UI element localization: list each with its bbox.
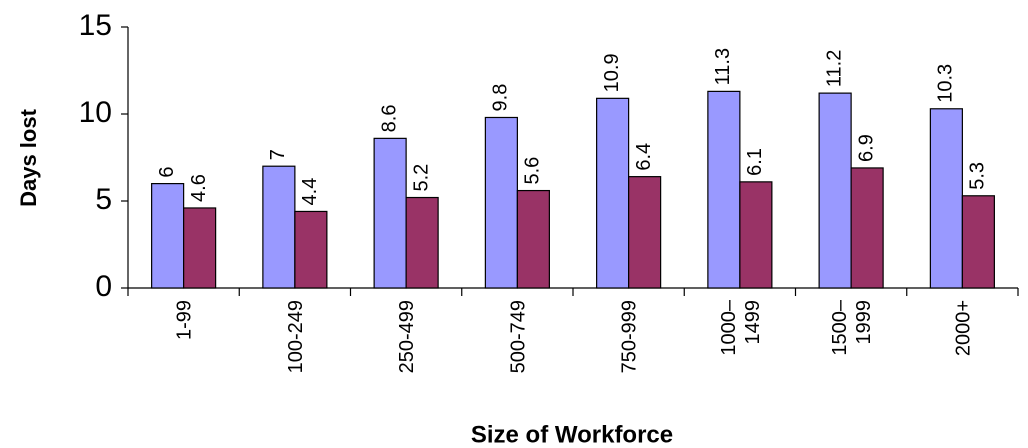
x-tick-label: 1-99 [174,300,196,340]
y-tick-label: 10 [79,96,112,129]
bar [484,116,518,289]
value-label: 6.4 [633,143,655,171]
bar [262,165,296,289]
y-axis-title: Days lost [16,108,41,206]
x-tick-label: 750-999 [619,300,641,373]
value-label: 5.2 [410,164,432,192]
x-tick-label: 100-249 [285,300,307,373]
value-label: 6.1 [744,148,766,176]
y-tick-label: 15 [79,9,112,42]
bar [707,90,741,289]
value-label: 7 [267,149,289,160]
value-label: 10.3 [935,64,957,103]
bar [818,92,852,289]
bar [961,195,995,289]
bar [739,181,773,289]
value-label: 11.2 [823,50,845,87]
bar [294,210,328,289]
x-tick-label: 2000+ [952,300,974,356]
bar [929,108,963,289]
value-label: 10.9 [601,53,623,92]
x-axis-title: Size of Workforce [471,421,673,448]
bar [596,97,630,289]
x-tick-label: 500-749 [507,300,529,373]
bar [850,167,884,289]
value-label: 5.3 [967,162,989,190]
bar [628,176,662,289]
x-tick-label: 1000– 1499 [718,299,764,355]
bar [151,183,185,289]
bar [183,207,217,289]
value-label: 8.6 [378,105,400,133]
value-label: 4.4 [299,178,321,206]
value-label: 5.6 [522,157,544,185]
y-tick-label: 5 [95,183,112,216]
bar [373,137,407,289]
value-label: 6 [156,166,178,177]
value-label: 4.6 [188,174,210,202]
x-tick-label: 1500– 1999 [829,299,875,355]
y-tick-label: 0 [95,270,112,303]
value-label: 6.9 [855,134,877,162]
bar [405,196,439,289]
value-label: 11.3 [712,48,734,85]
value-label: 9.8 [490,84,512,112]
bar [516,189,550,289]
x-tick-label: 250-499 [396,300,418,373]
